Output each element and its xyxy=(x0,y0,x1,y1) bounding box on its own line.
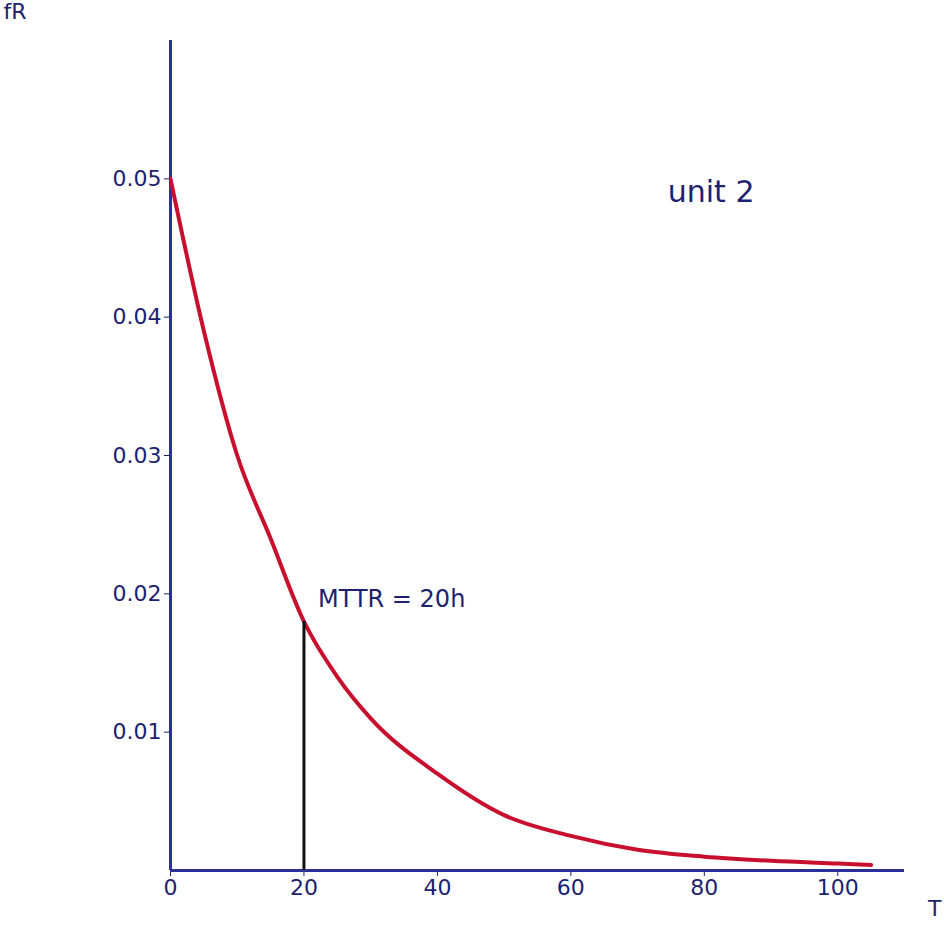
svg-text:60: 60 xyxy=(557,875,585,900)
svg-text:T: T xyxy=(927,896,942,921)
svg-text:0.04: 0.04 xyxy=(113,304,162,329)
svg-text:20: 20 xyxy=(290,875,318,900)
svg-text:unit 2: unit 2 xyxy=(668,174,755,209)
svg-text:0.05: 0.05 xyxy=(113,166,162,191)
svg-text:MTTR = 20h: MTTR = 20h xyxy=(318,585,465,613)
svg-text:0.01: 0.01 xyxy=(113,719,162,744)
svg-text:80: 80 xyxy=(690,875,718,900)
svg-text:0.03: 0.03 xyxy=(113,443,162,468)
svg-text:fR: fR xyxy=(4,0,27,24)
svg-text:100: 100 xyxy=(817,875,859,900)
svg-text:40: 40 xyxy=(423,875,451,900)
svg-text:0.02: 0.02 xyxy=(113,581,162,606)
svg-text:0: 0 xyxy=(164,875,178,900)
